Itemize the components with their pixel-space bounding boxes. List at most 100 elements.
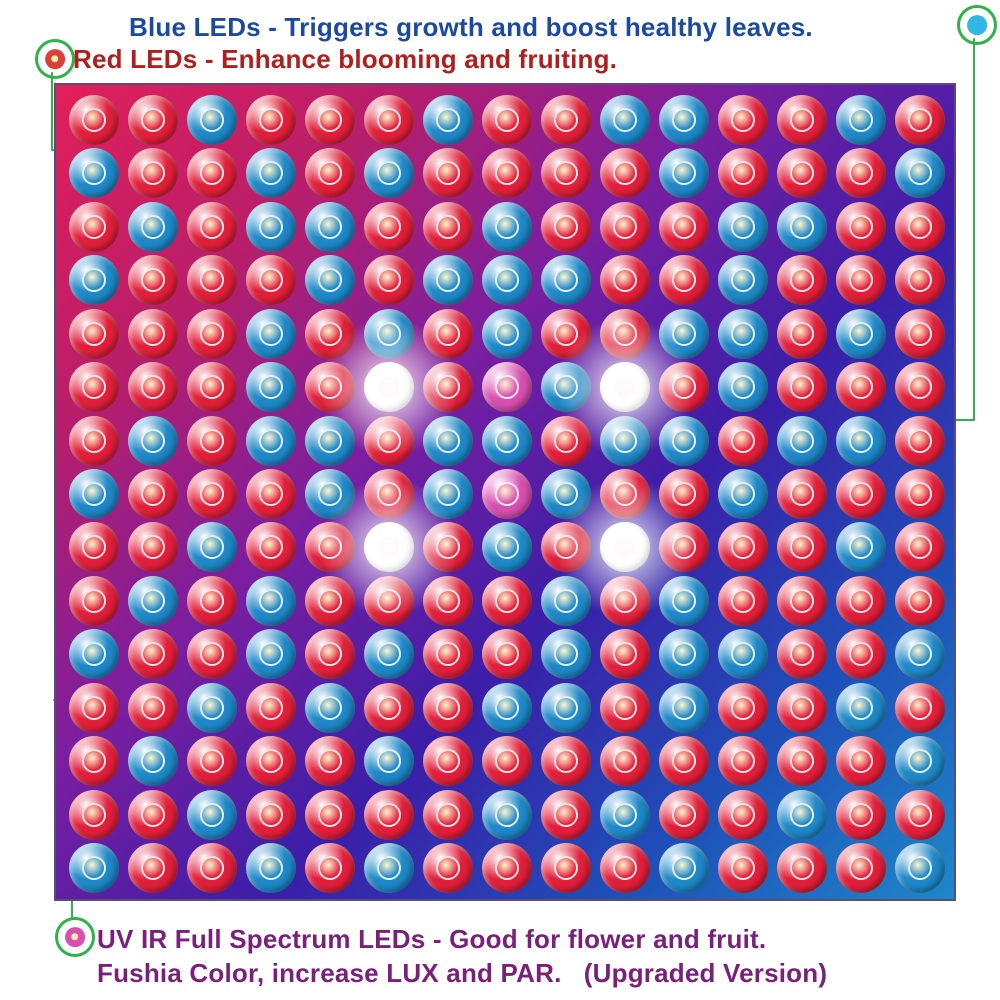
led-dot	[364, 362, 414, 412]
led-dot	[718, 469, 768, 519]
led-dot	[541, 522, 591, 572]
led-dot	[482, 362, 532, 412]
led-dot	[423, 683, 473, 733]
led-dot	[423, 95, 473, 145]
led-dot	[305, 202, 355, 252]
led-dot	[187, 202, 237, 252]
led-dot	[777, 469, 827, 519]
led-dot	[541, 95, 591, 145]
led-dot	[895, 736, 945, 786]
led-dot	[600, 95, 650, 145]
led-dot	[777, 362, 827, 412]
led-dot	[718, 362, 768, 412]
led-dot	[69, 576, 119, 626]
led-dot	[423, 469, 473, 519]
led-dot	[541, 255, 591, 305]
led-dot	[187, 416, 237, 466]
led-dot	[659, 790, 709, 840]
led-dot	[541, 202, 591, 252]
led-dot	[600, 790, 650, 840]
led-dot	[128, 309, 178, 359]
led-dot	[659, 683, 709, 733]
led-dot	[600, 148, 650, 198]
led-dot	[246, 576, 296, 626]
led-dot	[836, 683, 886, 733]
led-dot	[128, 362, 178, 412]
led-dot	[364, 736, 414, 786]
led-dot	[364, 629, 414, 679]
led-dot	[718, 790, 768, 840]
led-dot	[482, 522, 532, 572]
led-dot	[69, 629, 119, 679]
led-dot	[423, 148, 473, 198]
led-dot	[659, 469, 709, 519]
led-dot	[895, 362, 945, 412]
led-dot	[246, 362, 296, 412]
led-dot	[128, 416, 178, 466]
led-dot	[246, 255, 296, 305]
led-dot	[541, 683, 591, 733]
led-dot	[659, 736, 709, 786]
led-dot	[187, 255, 237, 305]
led-dot	[364, 148, 414, 198]
led-dot	[836, 522, 886, 572]
led-dot	[718, 309, 768, 359]
led-dot	[187, 309, 237, 359]
led-dot	[541, 148, 591, 198]
led-dot	[305, 362, 355, 412]
led-dot	[246, 416, 296, 466]
led-dot	[777, 790, 827, 840]
led-dot	[69, 362, 119, 412]
led-dot	[423, 843, 473, 893]
led-dot	[718, 202, 768, 252]
led-dot	[836, 416, 886, 466]
led-dot	[659, 843, 709, 893]
led-dot	[423, 736, 473, 786]
led-dot	[777, 629, 827, 679]
led-dot	[187, 362, 237, 412]
led-dot	[246, 683, 296, 733]
led-dot	[659, 202, 709, 252]
led-dot	[128, 576, 178, 626]
led-dot	[128, 736, 178, 786]
led-dot	[246, 790, 296, 840]
led-dot	[187, 790, 237, 840]
led-dot	[482, 736, 532, 786]
led-dot	[718, 95, 768, 145]
led-dot	[541, 736, 591, 786]
led-dot	[187, 843, 237, 893]
led-dot	[69, 255, 119, 305]
led-dot	[482, 576, 532, 626]
led-dot	[364, 255, 414, 305]
led-dot	[246, 309, 296, 359]
led-dot	[718, 629, 768, 679]
led-dot	[305, 416, 355, 466]
led-dot	[659, 255, 709, 305]
led-dot	[364, 576, 414, 626]
led-dot	[187, 736, 237, 786]
led-dot	[305, 576, 355, 626]
led-dot	[600, 202, 650, 252]
led-dot	[69, 469, 119, 519]
led-dot	[69, 309, 119, 359]
led-dot	[777, 95, 827, 145]
led-dot	[541, 629, 591, 679]
led-dot	[482, 843, 532, 893]
led-dot	[128, 95, 178, 145]
led-dot	[423, 255, 473, 305]
led-dot	[69, 683, 119, 733]
led-dot	[364, 202, 414, 252]
led-dot	[600, 309, 650, 359]
led-dot	[895, 576, 945, 626]
led-dot	[187, 95, 237, 145]
led-dot	[423, 576, 473, 626]
led-dot	[482, 309, 532, 359]
led-dot	[541, 309, 591, 359]
led-dot	[305, 255, 355, 305]
led-dot	[187, 576, 237, 626]
led-dot	[659, 309, 709, 359]
led-dot	[541, 843, 591, 893]
led-dot	[659, 95, 709, 145]
led-dot	[541, 362, 591, 412]
led-dot	[659, 522, 709, 572]
